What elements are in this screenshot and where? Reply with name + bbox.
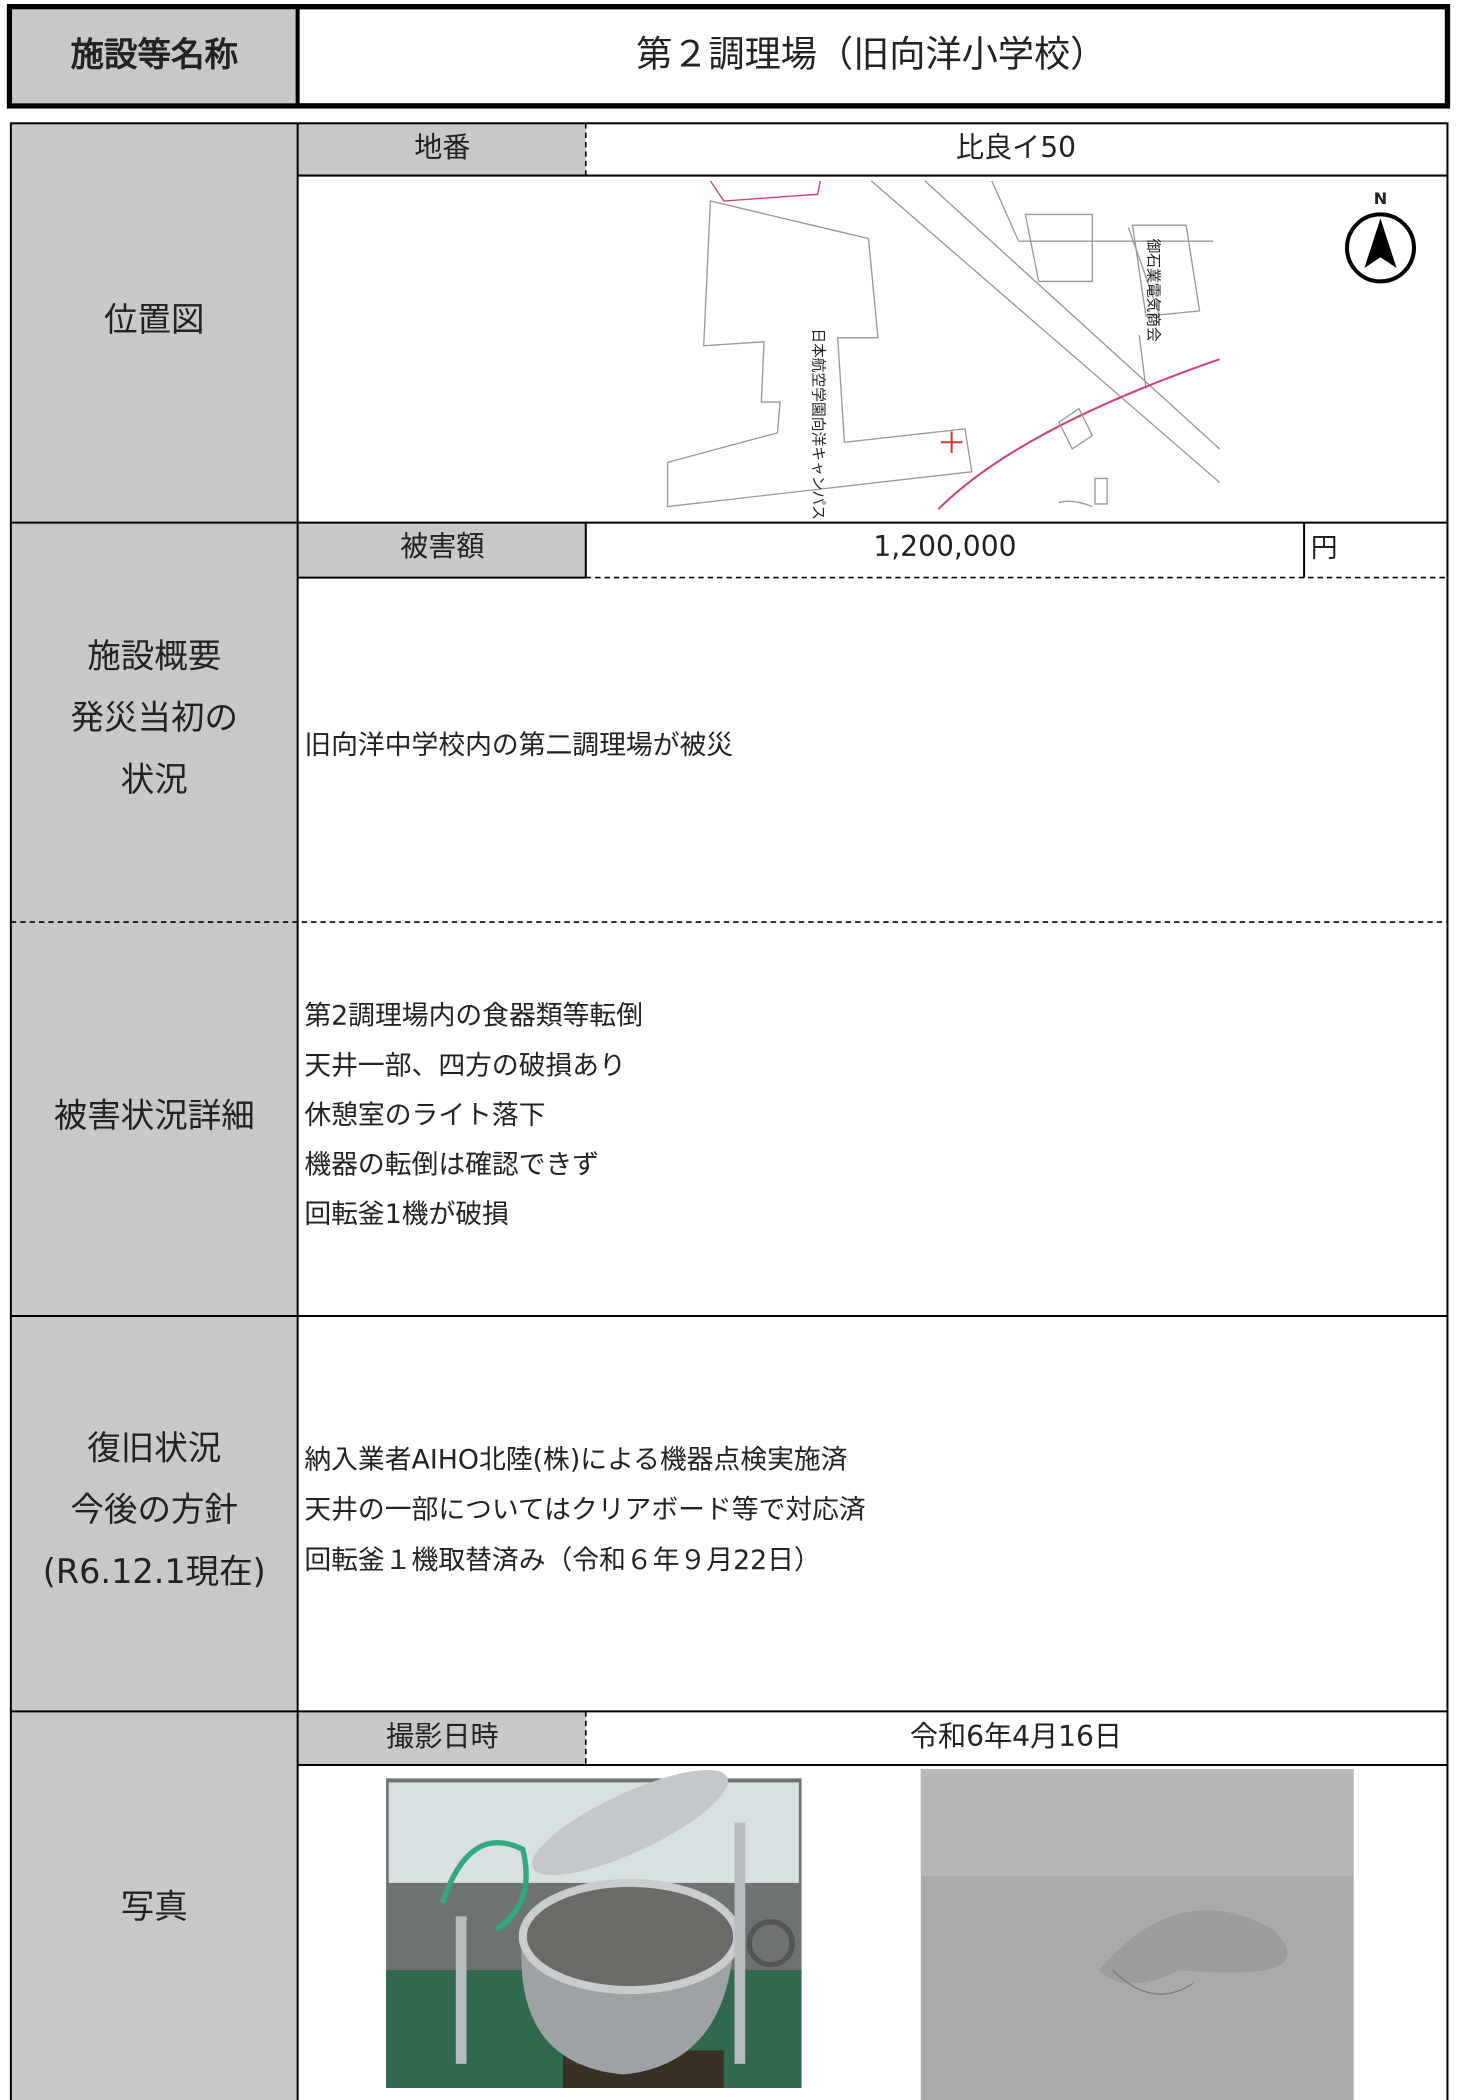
table-border xyxy=(9,122,1449,2100)
recovery-label: 復旧状況 xyxy=(87,1429,221,1468)
lot-label-cell xyxy=(297,123,586,176)
text-line: 機器の転倒は確認できず xyxy=(304,1149,599,1180)
north-label: N xyxy=(1374,189,1387,208)
damage-label-cell xyxy=(297,522,586,578)
overview-label: 状況 xyxy=(121,760,188,799)
date-label-cell xyxy=(297,1711,586,1765)
map: 日本航空学園向洋キャンパス 御石業電気商会 N xyxy=(666,180,1416,520)
details-text: 第2調理場内の食器類等転倒天井一部、四方の破損あり休憩室のライト落下機器の転倒は… xyxy=(304,1001,643,1230)
recovery-label: 今後の方針 xyxy=(70,1490,238,1529)
lot-value: 比良イ50 xyxy=(956,131,1076,164)
location-label: 位置図 xyxy=(104,300,205,339)
date-label: 撮影日時 xyxy=(386,1720,499,1753)
details-label: 被害状況詳細 xyxy=(54,1096,255,1135)
facility-name: 第２調理場（旧向洋小学校） xyxy=(636,32,1106,75)
text-line: 天井の一部についてはクリアボード等で対応済 xyxy=(304,1495,865,1526)
text-line: 第2調理場内の食器類等転倒 xyxy=(304,1001,643,1032)
overview-label: 施設概要 xyxy=(87,637,221,676)
recovery-text: 納入業者AIHO北陸(株)による機器点検実施済天井の一部についてはクリアボード等… xyxy=(304,1444,865,1576)
text-line: 休憩室のライト落下 xyxy=(304,1100,545,1131)
lot-label: 地番 xyxy=(414,131,470,164)
text-line: 納入業者AIHO北陸(株)による機器点検実施済 xyxy=(304,1444,847,1475)
text-line: 回転釜１機取替済み（令和６年９月22日） xyxy=(304,1545,820,1576)
photo-ceiling xyxy=(920,1768,1354,2100)
map-building-label: 日本航空学園向洋キャンパス xyxy=(810,328,827,520)
label-column xyxy=(10,123,298,2100)
damage-label: 被害額 xyxy=(400,530,484,563)
photo-kettle xyxy=(386,1769,802,2088)
date-value: 令和6年4月16日 xyxy=(910,1720,1122,1753)
overview-text: 旧向洋中学校内の第二調理場が被災 xyxy=(304,730,733,761)
text-line: 天井一部、四方の破損あり xyxy=(304,1050,626,1081)
header-label: 施設等名称 xyxy=(70,35,238,74)
map-shop-label: 御石業電気商会 xyxy=(1145,239,1162,342)
recovery-label: (R6.12.1現在) xyxy=(43,1552,266,1591)
photos-label: 写真 xyxy=(121,1887,188,1926)
damage-unit: 円 xyxy=(1311,533,1338,564)
header-label-cell xyxy=(12,9,297,104)
text-line: 回転釜1機が破損 xyxy=(304,1199,509,1230)
overview-label: 発災当初の xyxy=(70,698,238,737)
damage-amount: 1,200,000 xyxy=(873,530,1016,563)
